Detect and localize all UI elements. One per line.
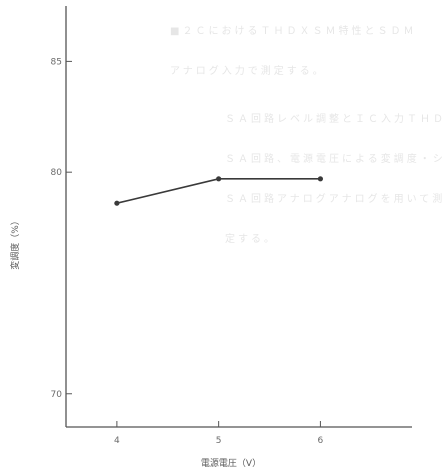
series-line (116, 178, 321, 204)
data-point (114, 200, 120, 206)
y-axis-label: 変調度（%） (9, 216, 21, 270)
background-line: ■２ＣにおけるＴＨＤＸＳＭ特性とＳＤＭ (170, 26, 417, 37)
background-line: 定する。 (225, 234, 277, 245)
x-ticks: 4 5 6 (114, 421, 324, 446)
y-ticks: 70 80 85 (51, 57, 72, 400)
data-point (216, 176, 222, 182)
x-tick-label: 4 (114, 436, 120, 446)
x-tick-label: 6 (318, 436, 324, 446)
y-tick-label: 70 (51, 390, 63, 400)
y-tick-label: 85 (51, 57, 62, 67)
background-paragraph-1: ■２ＣにおけるＴＨＤＸＳＭ特性とＳＤＭ アナログ入力で測定する。 (170, 2, 416, 102)
background-line: アナログ入力で測定する。 (170, 66, 326, 77)
background-paragraph-2: ＳＡ回路レベル調整とＩＣ入力ＴＨＤ ＳＡ回路、電源電圧による変調度・シ ＳＡ回路… (225, 90, 446, 270)
x-axis-label: 電源電圧（V） (201, 458, 261, 469)
background-line: ＳＡ回路アナログアナログを用いて測 (225, 194, 446, 205)
background-line: ＳＡ回路、電源電圧による変調度・シ (225, 154, 446, 165)
background-line: ＳＡ回路レベル調整とＩＣ入力ＴＨＤ (225, 114, 446, 125)
y-tick-label: 80 (51, 168, 63, 178)
x-tick-label: 5 (216, 436, 222, 446)
data-points (114, 176, 324, 206)
data-point (317, 176, 324, 182)
